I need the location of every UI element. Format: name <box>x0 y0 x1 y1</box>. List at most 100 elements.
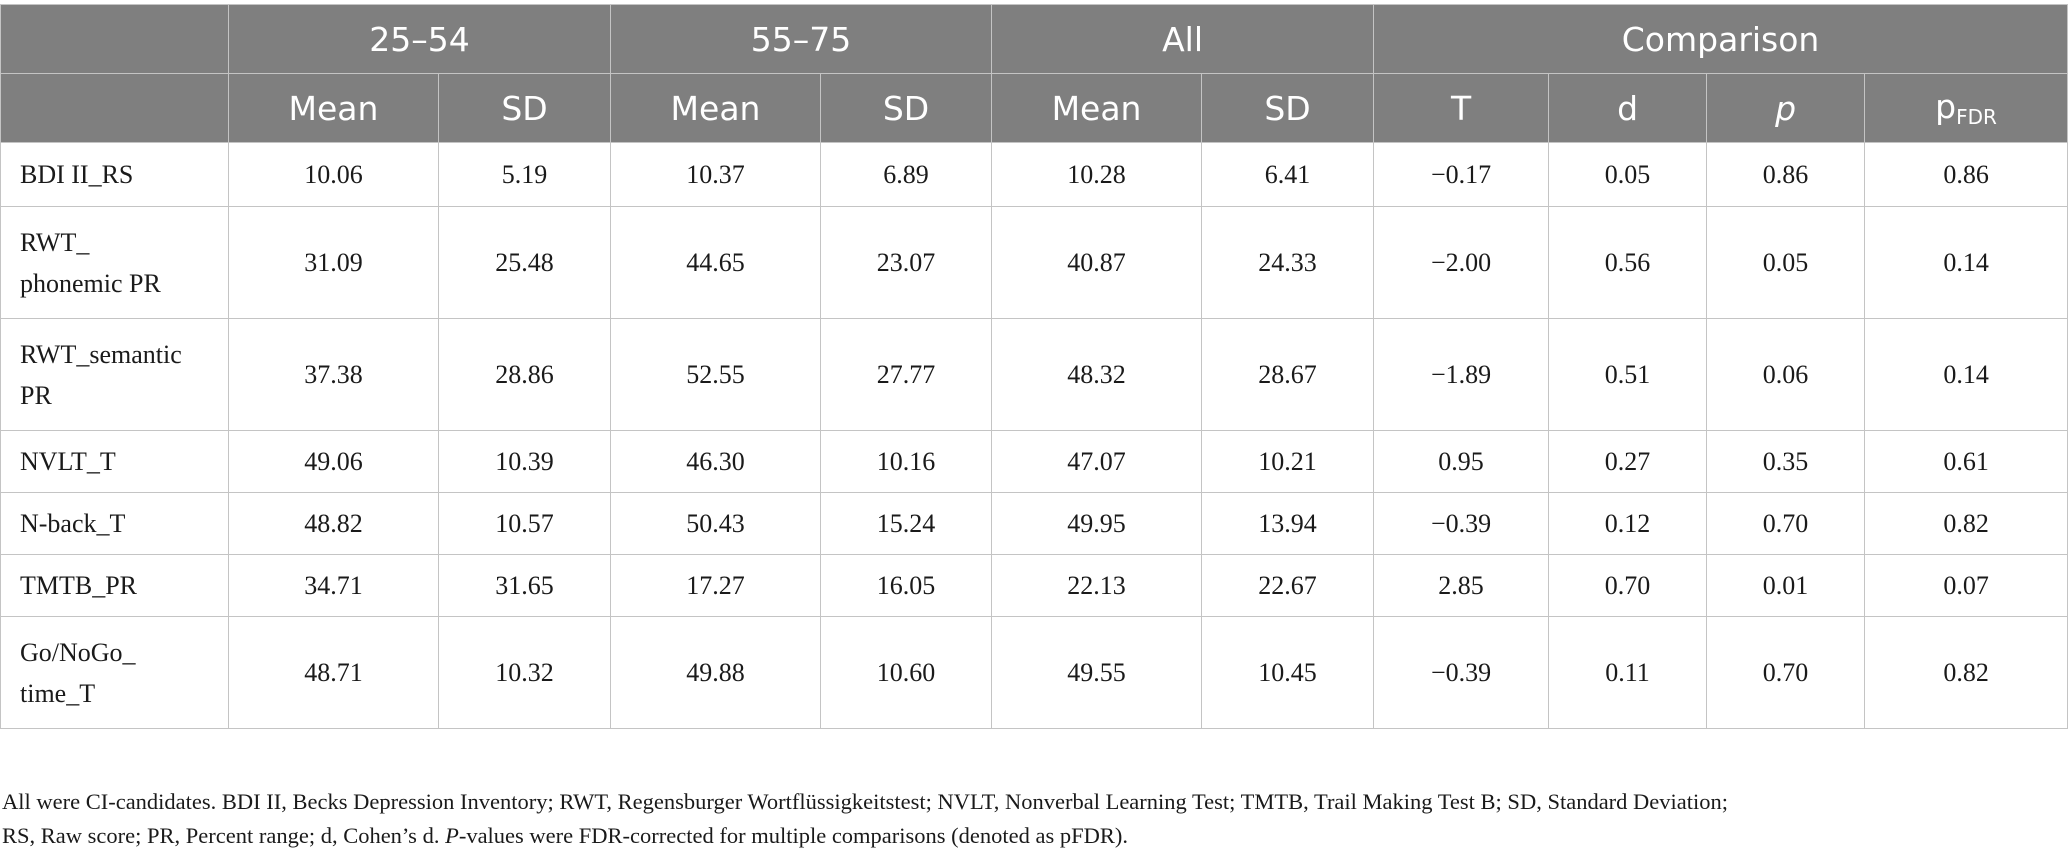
cell-value: 22.67 <box>1201 554 1375 617</box>
cell-value: 0.70 <box>1548 554 1708 617</box>
cell-value: 50.43 <box>610 492 822 555</box>
table-row: RWT_ phonemic PR 31.09 25.48 44.65 23.07 … <box>0 206 2068 319</box>
sub-header-row: Mean SD Mean SD Mean SD T d p pFDR <box>0 73 2068 143</box>
row-label: RWT_semantic PR <box>0 318 229 431</box>
cell-value: 0.05 <box>1548 142 1708 207</box>
table-row: N-back_T 48.82 10.57 50.43 15.24 49.95 1… <box>0 492 2068 555</box>
table-row: TMTB_PR 34.71 31.65 17.27 16.05 22.13 22… <box>0 554 2068 617</box>
results-table: 25–54 55–75 All Comparison Mean SD Mean … <box>0 4 2068 729</box>
cell-value: 49.55 <box>991 616 1203 729</box>
column-header-p-text: p <box>1775 88 1797 128</box>
cell-value: 0.12 <box>1548 492 1708 555</box>
table-row: NVLT_T 49.06 10.39 46.30 10.16 47.07 10.… <box>0 430 2068 493</box>
cell-value: 6.89 <box>820 142 993 207</box>
cell-value: 0.07 <box>1864 554 2068 617</box>
cell-value: 0.86 <box>1864 142 2068 207</box>
row-label-line: RWT_ <box>20 227 90 257</box>
table-row: BDI II_RS 10.06 5.19 10.37 6.89 10.28 6.… <box>0 142 2068 207</box>
group-header-all: All <box>991 4 1375 74</box>
column-header-t: T <box>1373 73 1550 143</box>
cell-value: 28.86 <box>437 318 612 431</box>
cell-value: 10.57 <box>437 492 612 555</box>
cell-value: 0.06 <box>1706 318 1866 431</box>
cell-value: 0.11 <box>1548 616 1708 729</box>
cell-value: −0.17 <box>1373 142 1550 207</box>
cell-value: 10.16 <box>820 430 993 493</box>
cell-value: 40.87 <box>991 206 1203 319</box>
column-header-sd: SD <box>1201 73 1375 143</box>
cell-value: 48.32 <box>991 318 1203 431</box>
column-header-p: p <box>1706 73 1866 143</box>
column-header-sd: SD <box>820 73 993 143</box>
table-row: RWT_semantic PR 37.38 28.86 52.55 27.77 4… <box>0 318 2068 431</box>
group-header-row: 25–54 55–75 All Comparison <box>0 4 2068 74</box>
row-label: N-back_T <box>0 492 229 555</box>
cell-value: 23.07 <box>820 206 993 319</box>
cell-value: 34.71 <box>228 554 439 617</box>
row-label: BDI II_RS <box>0 142 229 207</box>
cell-value: −0.39 <box>1373 492 1550 555</box>
column-header-mean: Mean <box>991 73 1203 143</box>
cell-value: 0.35 <box>1706 430 1866 493</box>
cell-value: 0.61 <box>1864 430 2068 493</box>
cell-value: 0.70 <box>1706 492 1866 555</box>
column-header-sd: SD <box>437 73 612 143</box>
cell-value: 24.33 <box>1201 206 1375 319</box>
group-header-comparison: Comparison <box>1373 4 2068 74</box>
cell-value: 0.01 <box>1706 554 1866 617</box>
cell-value: 16.05 <box>820 554 993 617</box>
cell-value: 28.67 <box>1201 318 1375 431</box>
column-header-pfdr-main: p <box>1935 87 1957 126</box>
row-label: Go/NoGo_ time_T <box>0 616 229 729</box>
cell-value: 0.82 <box>1864 492 2068 555</box>
cell-value: 27.77 <box>820 318 993 431</box>
footnote-text: -values were FDR-corrected for multiple … <box>458 823 1129 848</box>
cell-value: 49.06 <box>228 430 439 493</box>
cell-value: 48.82 <box>228 492 439 555</box>
cell-value: 2.85 <box>1373 554 1550 617</box>
cell-value: 17.27 <box>610 554 822 617</box>
cell-value: 25.48 <box>437 206 612 319</box>
cell-value: 10.37 <box>610 142 822 207</box>
cell-value: 22.13 <box>991 554 1203 617</box>
cell-value: 0.95 <box>1373 430 1550 493</box>
cell-value: 10.32 <box>437 616 612 729</box>
cell-value: 47.07 <box>991 430 1203 493</box>
cell-value: 44.65 <box>610 206 822 319</box>
cell-value: 52.55 <box>610 318 822 431</box>
cell-value: 10.06 <box>228 142 439 207</box>
cell-value: 0.05 <box>1706 206 1866 319</box>
table-body: BDI II_RS 10.06 5.19 10.37 6.89 10.28 6.… <box>0 142 2068 729</box>
cell-value: 0.82 <box>1864 616 2068 729</box>
cell-value: 13.94 <box>1201 492 1375 555</box>
cell-value: 10.39 <box>437 430 612 493</box>
row-label: NVLT_T <box>0 430 229 493</box>
cell-value: 46.30 <box>610 430 822 493</box>
row-label-line: PR <box>20 380 52 410</box>
cell-value: 37.38 <box>228 318 439 431</box>
cell-value: 10.28 <box>991 142 1203 207</box>
table-row: Go/NoGo_ time_T 48.71 10.32 49.88 10.60 4… <box>0 616 2068 729</box>
cell-value: 48.71 <box>228 616 439 729</box>
group-header-55-75: 55–75 <box>610 4 993 74</box>
table-header: 25–54 55–75 All Comparison Mean SD Mean … <box>0 4 2068 143</box>
cell-value: 6.41 <box>1201 142 1375 207</box>
footnote-line: RS, Raw score; PR, Percent range; d, Coh… <box>2 819 2062 853</box>
cell-value: −2.00 <box>1373 206 1550 319</box>
row-label-line: time_T <box>20 678 96 708</box>
column-header-pfdr: pFDR <box>1864 73 2068 143</box>
corner-header <box>0 4 229 74</box>
group-header-25-54: 25–54 <box>227 4 612 74</box>
cell-value: 0.27 <box>1548 430 1708 493</box>
cell-value: 10.45 <box>1201 616 1375 729</box>
cell-value: 0.86 <box>1706 142 1866 207</box>
cell-value: 0.14 <box>1864 206 2068 319</box>
cell-value: 49.95 <box>991 492 1203 555</box>
column-header-mean: Mean <box>228 73 439 143</box>
cell-value: 10.60 <box>820 616 993 729</box>
row-label-line: phonemic PR <box>20 268 161 298</box>
column-header-pfdr-subscript: FDR <box>1956 105 1997 129</box>
cell-value: 0.70 <box>1706 616 1866 729</box>
cell-value: 5.19 <box>437 142 612 207</box>
cell-value: 31.65 <box>437 554 612 617</box>
